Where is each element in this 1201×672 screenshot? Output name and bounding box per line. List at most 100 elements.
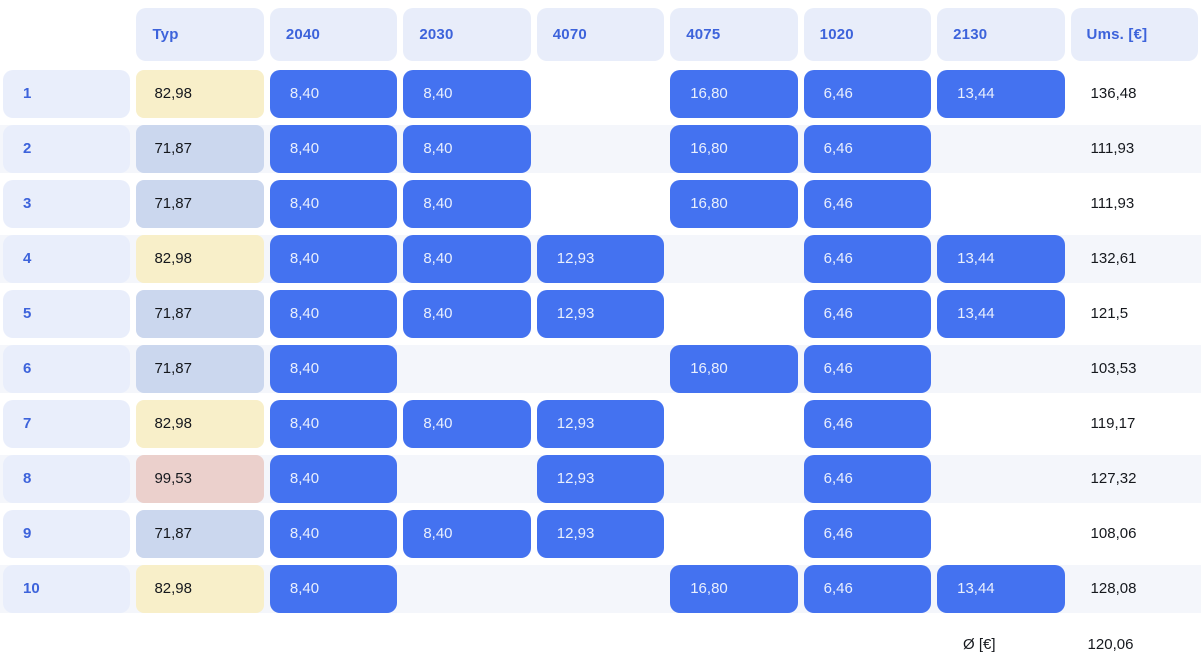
column-header-ums: Ums. [€] — [1070, 8, 1198, 61]
empty-cell — [537, 345, 664, 393]
empty-cell — [670, 290, 797, 338]
value-pill[interactable]: 6,46 — [803, 399, 932, 448]
value-pill[interactable]: 13,44 — [937, 234, 1065, 283]
value-pill[interactable]: 13,44 — [937, 69, 1065, 118]
empty-cell — [937, 345, 1064, 393]
row-number: 10 — [3, 564, 131, 613]
column-header-4075: 4075 — [670, 8, 798, 61]
value-pill[interactable]: 8,40 — [269, 69, 398, 118]
empty-cell — [403, 345, 530, 393]
value-pill[interactable]: 6,46 — [803, 509, 932, 558]
empty-cell — [403, 455, 530, 503]
empty-cell — [537, 180, 664, 228]
table-row: 8 99,53 8,40 12,93 6,46 127,32 — [0, 451, 1201, 506]
corner-cell — [3, 8, 130, 66]
empty-cell — [937, 125, 1064, 173]
empty-cell — [537, 70, 664, 118]
value-pill[interactable]: 8,40 — [403, 179, 531, 228]
table-row: 1 82,98 8,40 8,40 16,80 6,46 13,44 136,48 — [0, 66, 1201, 121]
value-pill[interactable]: 12,93 — [536, 234, 665, 283]
value-pill[interactable]: 6,46 — [803, 564, 932, 613]
value-pill[interactable]: 8,40 — [403, 399, 531, 448]
value-pill[interactable]: 13,44 — [937, 564, 1065, 613]
value-pill[interactable]: 8,40 — [269, 454, 398, 503]
typ-cell[interactable]: 71,87 — [136, 179, 264, 228]
column-header-typ: Typ — [136, 8, 264, 61]
value-pill[interactable]: 6,46 — [803, 69, 932, 118]
value-pill[interactable]: 6,46 — [803, 454, 932, 503]
column-header-1020: 1020 — [803, 8, 932, 61]
empty-cell — [670, 510, 797, 558]
value-pill[interactable]: 8,40 — [403, 124, 531, 173]
row-number: 9 — [3, 509, 131, 558]
typ-cell[interactable]: 71,87 — [136, 509, 264, 558]
typ-cell[interactable]: 99,53 — [136, 454, 264, 503]
empty-cell — [937, 510, 1064, 558]
table-row: 2 71,87 8,40 8,40 16,80 6,46 111,93 — [0, 121, 1201, 176]
row-total: 108,06 — [1090, 525, 1137, 542]
row-number: 1 — [3, 69, 131, 118]
table-row: 6 71,87 8,40 16,80 6,46 103,53 — [0, 341, 1201, 396]
row-number: 6 — [3, 344, 131, 393]
value-pill[interactable]: 6,46 — [803, 124, 932, 173]
value-pill[interactable]: 12,93 — [536, 454, 665, 503]
empty-cell — [403, 565, 530, 613]
row-total: 119,17 — [1090, 415, 1136, 432]
value-pill[interactable]: 8,40 — [269, 344, 398, 393]
value-pill[interactable]: 8,40 — [403, 69, 531, 118]
value-pill[interactable]: 6,46 — [803, 344, 932, 393]
value-pill[interactable]: 16,80 — [670, 179, 798, 228]
value-pill[interactable]: 6,46 — [803, 289, 932, 338]
typ-cell[interactable]: 82,98 — [136, 399, 264, 448]
typ-cell[interactable]: 71,87 — [136, 289, 264, 338]
average-value: 120,06 — [1087, 635, 1134, 653]
value-pill[interactable]: 8,40 — [269, 179, 398, 228]
empty-cell — [537, 125, 664, 173]
value-pill[interactable]: 12,93 — [536, 289, 665, 338]
empty-cell — [937, 400, 1064, 448]
typ-cell[interactable]: 82,98 — [136, 564, 264, 613]
row-total: 132,61 — [1090, 250, 1137, 267]
column-header-2130: 2130 — [937, 8, 1065, 61]
average-label: Ø [€] — [963, 635, 996, 653]
value-pill[interactable]: 6,46 — [803, 179, 932, 228]
value-pill[interactable]: 8,40 — [269, 124, 398, 173]
value-pill[interactable]: 16,80 — [670, 124, 798, 173]
value-pill[interactable]: 13,44 — [937, 289, 1065, 338]
value-pill[interactable]: 8,40 — [269, 399, 398, 448]
value-pill[interactable]: 16,80 — [670, 344, 798, 393]
value-pill[interactable]: 8,40 — [269, 509, 398, 558]
typ-cell[interactable]: 82,98 — [136, 69, 264, 118]
row-total: 128,08 — [1090, 580, 1137, 597]
value-pill[interactable]: 8,40 — [269, 234, 398, 283]
table-row: 7 82,98 8,40 8,40 12,93 6,46 119,17 — [0, 396, 1201, 451]
empty-cell — [670, 400, 797, 448]
value-pill[interactable]: 12,93 — [536, 399, 665, 448]
row-number: 8 — [3, 454, 131, 503]
table-row: 9 71,87 8,40 8,40 12,93 6,46 108,06 — [0, 506, 1201, 561]
typ-cell[interactable]: 82,98 — [136, 234, 264, 283]
row-total: 121,5 — [1090, 305, 1129, 322]
row-total: 103,53 — [1090, 360, 1137, 377]
row-total: 111,93 — [1090, 140, 1135, 157]
value-pill[interactable]: 8,40 — [403, 289, 531, 338]
typ-cell[interactable]: 71,87 — [136, 344, 264, 393]
value-pill[interactable]: 8,40 — [403, 509, 531, 558]
value-pill[interactable]: 6,46 — [803, 234, 932, 283]
row-total: 111,93 — [1090, 195, 1135, 212]
empty-cell — [937, 455, 1064, 503]
footer-row: Ø [€] 120,06 — [0, 616, 1201, 672]
row-total: 127,32 — [1090, 470, 1137, 487]
table-row: 10 82,98 8,40 16,80 6,46 13,44 128,08 — [0, 561, 1201, 616]
value-pill[interactable]: 16,80 — [670, 69, 798, 118]
value-pill[interactable]: 16,80 — [670, 564, 798, 613]
column-header-4070: 4070 — [536, 8, 665, 61]
value-pill[interactable]: 8,40 — [269, 289, 398, 338]
empty-cell — [537, 565, 664, 613]
value-pill[interactable]: 8,40 — [403, 234, 531, 283]
typ-cell[interactable]: 71,87 — [136, 124, 264, 173]
table-body: 1 82,98 8,40 8,40 16,80 6,46 13,44 136,48 2 71,87… — [0, 66, 1201, 616]
row-number: 2 — [3, 124, 131, 173]
value-pill[interactable]: 8,40 — [269, 564, 398, 613]
value-pill[interactable]: 12,93 — [536, 509, 665, 558]
